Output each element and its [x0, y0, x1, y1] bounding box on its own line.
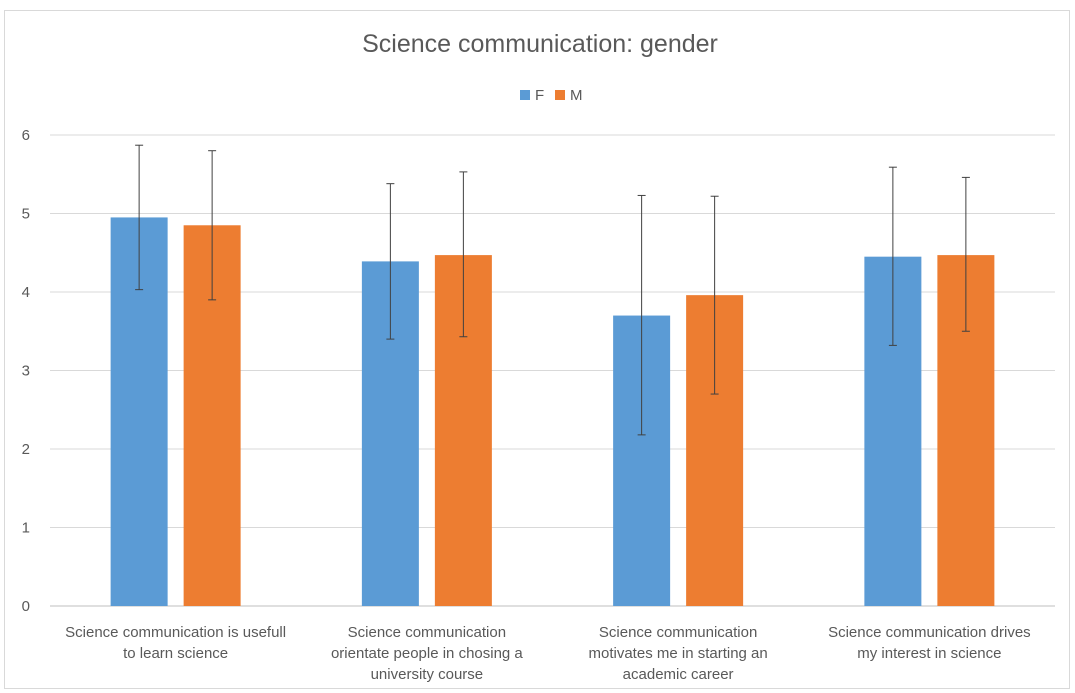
y-tick-label: 1 [22, 520, 30, 537]
y-tick-label: 5 [22, 206, 30, 223]
y-tick-label: 6 [22, 127, 30, 144]
legend-label-f: F [535, 87, 544, 104]
category-label-line: to learn science [123, 645, 228, 662]
error-bar [135, 144, 144, 291]
legend-swatch-f [520, 90, 530, 100]
error-bar [961, 176, 970, 332]
category-label-line: academic career [623, 666, 734, 683]
y-tick-label: 3 [22, 363, 30, 380]
category-label: Science communication orientate people in… [331, 624, 523, 683]
error-bars [135, 144, 970, 436]
error-bar [637, 194, 646, 436]
category-label-line: orientate people in chosing a [331, 645, 523, 662]
chart-title: Science communication: gender [362, 30, 718, 58]
category-label: Science communication is usefull to learn… [65, 624, 286, 662]
y-axis: 0 1 2 3 4 5 6 [22, 127, 30, 615]
legend-swatch-m [555, 90, 565, 100]
category-label-line: university course [371, 666, 484, 683]
y-tick-label: 2 [22, 441, 30, 458]
category-label-line: Science communication is usefull [65, 624, 286, 641]
category-label: Science communication motivates me in sta… [589, 624, 768, 683]
y-tick-label: 4 [22, 284, 30, 301]
error-bar [208, 150, 217, 301]
error-bar [888, 166, 897, 346]
category-label-line: my interest in science [857, 645, 1001, 662]
x-axis: Science communication is usefull to learn… [65, 624, 1031, 683]
y-tick-label: 0 [22, 598, 30, 615]
chart-frame [4, 10, 1070, 689]
error-bar [710, 195, 719, 395]
category-label-line: Science communication [599, 624, 757, 641]
category-label-line: Science communication [348, 624, 506, 641]
legend-label-m: M [570, 87, 583, 104]
bars [110, 217, 995, 607]
category-label: Science communication drives my interest … [828, 624, 1031, 662]
error-bar [386, 183, 395, 340]
category-label-line: Science communication drives [828, 624, 1031, 641]
error-bar [459, 171, 468, 338]
category-label-line: motivates me in starting an [589, 645, 768, 662]
